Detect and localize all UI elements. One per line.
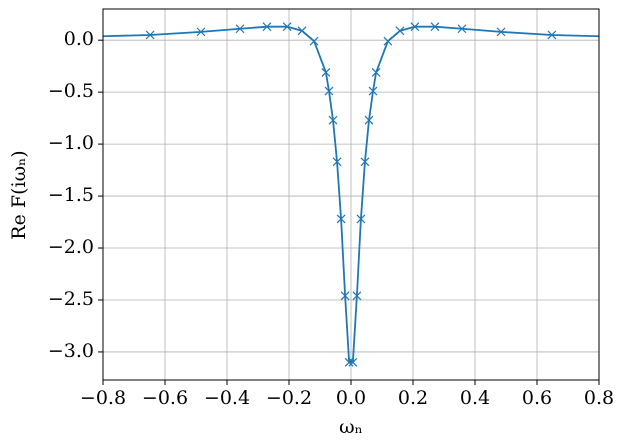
y-tick-label: −1.0 — [48, 132, 94, 154]
data-point — [352, 291, 362, 301]
data-point — [410, 22, 420, 32]
data-point — [235, 24, 245, 34]
series-line — [103, 25, 599, 364]
data-point — [371, 67, 381, 77]
x-tick-label: −0.4 — [204, 387, 250, 409]
x-tick-label: 0.8 — [584, 387, 614, 409]
data-point — [282, 22, 292, 32]
data-point — [328, 115, 338, 125]
data-point — [395, 26, 405, 36]
data-point — [262, 22, 272, 32]
data-point — [364, 115, 374, 125]
data-point — [145, 30, 155, 40]
data-point — [332, 157, 342, 167]
data-point — [336, 214, 346, 224]
data-point — [344, 357, 354, 367]
y-tick-label: −2.5 — [48, 288, 94, 310]
data-point — [496, 27, 506, 37]
y-tick-label: −2.0 — [48, 236, 94, 258]
data-point — [309, 36, 319, 46]
data-point — [324, 86, 334, 96]
data-point — [321, 67, 331, 77]
x-tick-label: 0.6 — [522, 387, 552, 409]
data-point — [383, 36, 393, 46]
x-tick-label: −0.2 — [266, 387, 312, 409]
y-axis-label: Re F(iωₙ) — [8, 150, 30, 239]
x-tick-label: −0.6 — [142, 387, 188, 409]
x-tick-label: −0.8 — [80, 387, 126, 409]
data-point — [297, 26, 307, 36]
x-axis-label: ωₙ — [339, 416, 363, 438]
y-tick-label: 0.0 — [64, 28, 94, 50]
x-tick-label: 0.0 — [336, 387, 366, 409]
y-tick-label: −1.5 — [48, 184, 94, 206]
y-tick-label: −3.0 — [48, 340, 94, 362]
data-point — [547, 30, 557, 40]
data-point — [356, 214, 366, 224]
data-point — [340, 291, 350, 301]
x-tick-label: 0.4 — [460, 387, 490, 409]
data-point — [360, 157, 370, 167]
data-point — [196, 27, 206, 37]
data-point — [368, 86, 378, 96]
x-tick-label: 0.2 — [398, 387, 428, 409]
y-tick-label: −0.5 — [48, 80, 94, 102]
data-point — [457, 24, 467, 34]
data-point — [348, 357, 358, 367]
data-point — [430, 22, 440, 32]
